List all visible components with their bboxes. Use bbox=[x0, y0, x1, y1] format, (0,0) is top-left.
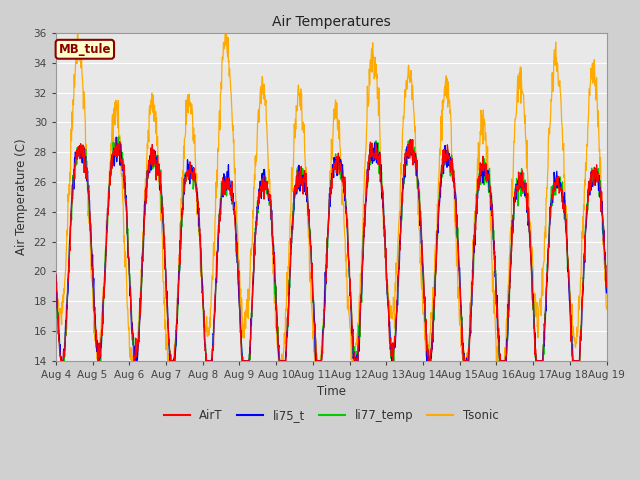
Text: MB_tule: MB_tule bbox=[59, 43, 111, 56]
Legend: AirT, li75_t, li77_temp, Tsonic: AirT, li75_t, li77_temp, Tsonic bbox=[159, 405, 503, 427]
Title: Air Temperatures: Air Temperatures bbox=[272, 15, 390, 29]
X-axis label: Time: Time bbox=[317, 385, 346, 398]
Y-axis label: Air Temperature (C): Air Temperature (C) bbox=[15, 139, 28, 255]
